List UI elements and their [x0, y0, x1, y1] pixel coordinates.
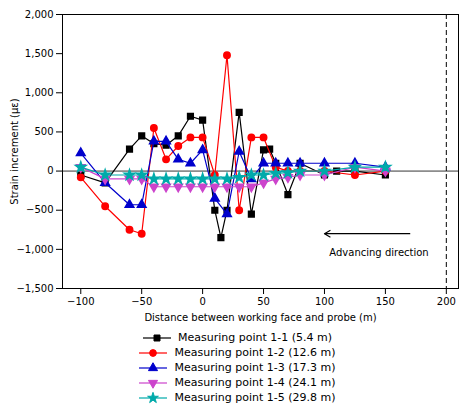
svg-text:1,000: 1,000: [25, 87, 54, 98]
svg-text:1,500: 1,500: [25, 48, 54, 59]
svg-text:0: 0: [47, 165, 53, 176]
svg-text:200: 200: [437, 296, 456, 307]
html-text:Measuring point 1-2 (12.6 m): Measuring point 1-2 (12.6 m): [174, 346, 336, 359]
svg-text:50: 50: [257, 296, 270, 307]
svg-text:−100: −100: [67, 296, 94, 307]
html-text:Measuring point 1-5 (29.8 m): Measuring point 1-5 (29.8 m): [174, 391, 336, 404]
svg-text:100: 100: [315, 296, 334, 307]
svg-text:−1,500: −1,500: [16, 283, 53, 294]
svg-text:Strain increment (με): Strain increment (με): [9, 98, 20, 204]
html-text:Measuring point 1-1 (5.4 m): Measuring point 1-1 (5.4 m): [178, 331, 332, 344]
html-text:Measuring point 1-3 (17.3 m): Measuring point 1-3 (17.3 m): [174, 361, 336, 374]
svg-text:150: 150: [376, 296, 395, 307]
svg-text:0: 0: [199, 296, 205, 307]
svg-text:500: 500: [34, 126, 53, 137]
svg-text:−50: −50: [131, 296, 152, 307]
svg-text:−500: −500: [26, 204, 53, 215]
svg-text:2,000: 2,000: [25, 9, 54, 20]
html-text:Measuring point 1-4 (24.1 m): Measuring point 1-4 (24.1 m): [174, 376, 336, 389]
svg-text:Distance between working face: Distance between working face and probe …: [144, 312, 376, 323]
svg-text:Advancing direction: Advancing direction: [329, 247, 428, 258]
svg-text:−1,000: −1,000: [16, 244, 53, 255]
